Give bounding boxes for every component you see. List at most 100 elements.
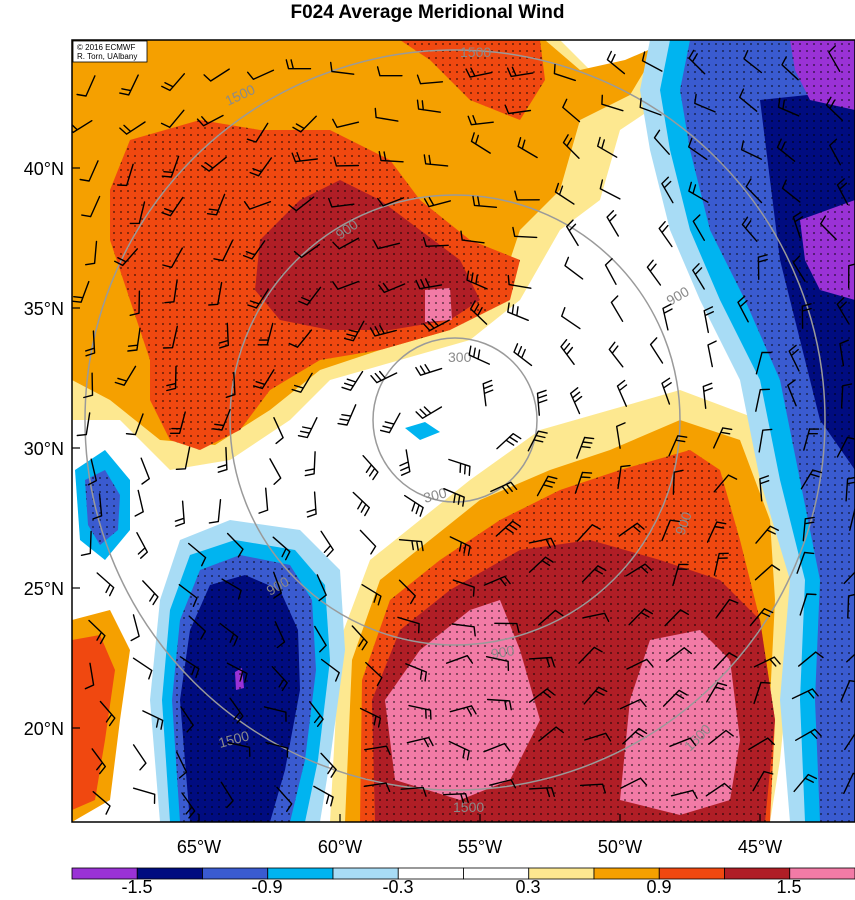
wind-barb bbox=[741, 216, 758, 242]
wind-barb bbox=[507, 274, 532, 289]
wind-barb bbox=[514, 190, 540, 201]
wind-barb bbox=[528, 537, 556, 549]
wind-barb bbox=[599, 179, 621, 200]
longitude-axis: 65°W 60°W 55°W 50°W 45°W bbox=[177, 814, 782, 857]
wind-barb bbox=[787, 379, 797, 407]
wind-barb bbox=[161, 196, 184, 217]
wind-barb bbox=[364, 745, 391, 756]
colorbar-label: 1.5 bbox=[776, 877, 801, 897]
wind-barb bbox=[332, 237, 360, 250]
wind-barb bbox=[313, 785, 334, 807]
wind-barb bbox=[114, 365, 137, 386]
wind-barb bbox=[616, 379, 628, 407]
radius-labels: 1500 1500 900 900 300 300 900 900 900 15… bbox=[217, 44, 715, 815]
wind-barb bbox=[292, 115, 317, 133]
wind-barb bbox=[748, 737, 775, 751]
colorbar-label: 0.9 bbox=[646, 877, 671, 897]
wind-barb bbox=[398, 579, 416, 605]
wind-barb bbox=[792, 211, 804, 239]
wind-barb bbox=[616, 422, 626, 449]
wind-barb bbox=[416, 74, 444, 85]
wind-barb bbox=[218, 322, 229, 349]
wind-barb bbox=[378, 151, 404, 163]
wind-barb bbox=[562, 98, 581, 123]
wind-barb bbox=[274, 621, 286, 649]
colorbar-box bbox=[789, 867, 855, 880]
latitude-axis: 40°N 35°N 30°N 25°N 20°N bbox=[24, 159, 80, 739]
wind-barb bbox=[293, 243, 321, 259]
wind-barb bbox=[406, 736, 434, 748]
wind-barb bbox=[706, 682, 728, 703]
radius-ring-1500 bbox=[84, 49, 826, 791]
wind-barb bbox=[661, 377, 672, 405]
wind-barb bbox=[423, 196, 451, 208]
map-title: F024 Average Meridional Wind bbox=[290, 2, 565, 23]
wind-barb bbox=[759, 475, 770, 502]
wind-barb bbox=[755, 388, 770, 412]
wind-barb bbox=[527, 430, 548, 452]
wind-barb bbox=[512, 226, 538, 239]
wind-barb bbox=[740, 140, 763, 160]
wind-barb bbox=[843, 571, 855, 585]
wind-barb bbox=[662, 689, 688, 707]
wind-barb bbox=[225, 371, 236, 398]
wind-barb bbox=[706, 521, 727, 543]
wind-barb bbox=[713, 652, 738, 670]
negative-region-southwest bbox=[150, 520, 345, 822]
wind-barb bbox=[829, 138, 841, 166]
wind-barb bbox=[291, 372, 313, 393]
wind-barb bbox=[363, 782, 391, 793]
wind-barb bbox=[203, 68, 230, 82]
wind-barb bbox=[80, 530, 92, 556]
wind-barb bbox=[538, 609, 564, 626]
wind-barb bbox=[849, 508, 855, 531]
wind-barb bbox=[243, 201, 272, 210]
wind-barb bbox=[840, 680, 855, 702]
wind-barb bbox=[337, 404, 357, 426]
wind-barb bbox=[504, 104, 532, 115]
negative-region-east bbox=[640, 40, 855, 822]
wind-barb bbox=[528, 787, 555, 798]
wind-barb bbox=[258, 487, 269, 514]
wind-barb bbox=[332, 280, 360, 290]
wind-barb bbox=[622, 727, 648, 745]
wind-barb bbox=[538, 726, 564, 742]
wind-barb bbox=[161, 73, 185, 92]
colorbar-labels: -1.5 -0.9 -0.3 0.3 0.9 1.5 bbox=[121, 877, 801, 897]
wind-barb bbox=[560, 339, 575, 365]
wind-barb bbox=[836, 297, 850, 324]
wind-barb bbox=[796, 551, 815, 574]
wind-barb bbox=[405, 663, 427, 682]
radius-label: 300 bbox=[422, 484, 449, 506]
wind-barb bbox=[705, 782, 732, 797]
wind-barb bbox=[715, 598, 739, 618]
wind-barb bbox=[513, 343, 533, 367]
wind-barb bbox=[781, 179, 801, 203]
wind-barb bbox=[351, 625, 368, 651]
wind-barb bbox=[249, 157, 273, 177]
wind-barb bbox=[217, 446, 228, 473]
wind-barb bbox=[119, 74, 139, 96]
wind-barb bbox=[608, 341, 624, 368]
wind-barb bbox=[753, 681, 771, 705]
wind-barb bbox=[320, 658, 340, 682]
wind-barb bbox=[788, 344, 800, 372]
wind-barb bbox=[253, 369, 275, 390]
wind-barb bbox=[423, 154, 449, 167]
colorbar-label: -1.5 bbox=[121, 877, 152, 897]
wind-barb bbox=[377, 197, 405, 207]
wind-barb bbox=[467, 115, 494, 126]
wind-barb bbox=[96, 572, 115, 597]
wind-barb bbox=[743, 50, 763, 74]
wind-barb bbox=[468, 345, 490, 365]
wind-barb bbox=[88, 619, 106, 645]
positive-region-northwest bbox=[72, 40, 700, 470]
wind-barb bbox=[208, 281, 223, 306]
wind-barb bbox=[490, 481, 518, 494]
wind-barb bbox=[132, 657, 153, 680]
wind-barb bbox=[136, 532, 148, 559]
wind-barb bbox=[528, 556, 554, 573]
wind-barb bbox=[76, 412, 91, 437]
wind-barb bbox=[298, 286, 322, 306]
